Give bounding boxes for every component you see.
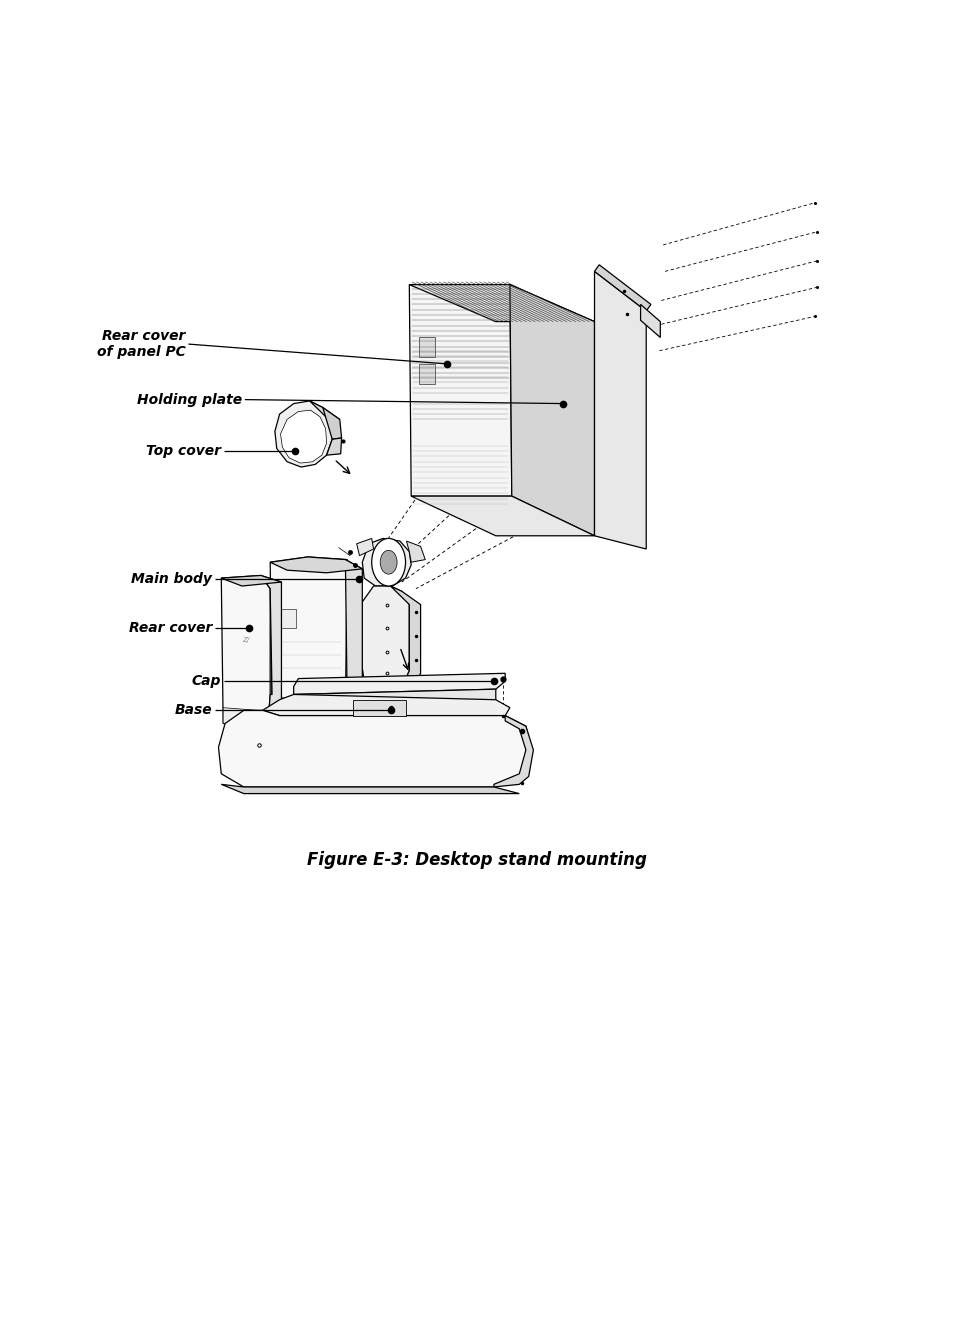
Circle shape <box>372 538 405 587</box>
Polygon shape <box>356 538 374 556</box>
Polygon shape <box>294 689 496 705</box>
Polygon shape <box>411 496 594 536</box>
Polygon shape <box>406 541 425 562</box>
Polygon shape <box>322 407 341 440</box>
Polygon shape <box>221 784 518 794</box>
Polygon shape <box>270 557 362 573</box>
Text: Figure E-3: Desktop stand mounting: Figure E-3: Desktop stand mounting <box>307 851 646 868</box>
Polygon shape <box>326 438 341 456</box>
Polygon shape <box>280 608 296 628</box>
Polygon shape <box>280 410 326 464</box>
Polygon shape <box>218 711 531 787</box>
Text: Rear cover
of panel PC: Rear cover of panel PC <box>96 329 186 359</box>
Text: Base: Base <box>174 703 212 717</box>
Polygon shape <box>409 285 511 496</box>
Circle shape <box>379 550 396 574</box>
Text: Z/: Z/ <box>242 636 249 643</box>
Polygon shape <box>594 271 645 549</box>
Polygon shape <box>260 576 281 728</box>
Polygon shape <box>639 305 659 338</box>
Text: Main body: Main body <box>131 572 212 587</box>
Polygon shape <box>494 716 533 787</box>
Polygon shape <box>272 697 345 708</box>
Polygon shape <box>362 587 409 689</box>
Polygon shape <box>594 265 650 311</box>
Polygon shape <box>345 560 362 719</box>
Polygon shape <box>221 576 270 727</box>
Polygon shape <box>418 363 435 383</box>
Text: Cap: Cap <box>192 675 221 688</box>
Text: Top cover: Top cover <box>146 444 221 458</box>
Polygon shape <box>353 700 406 716</box>
Polygon shape <box>274 401 332 468</box>
Polygon shape <box>418 338 435 357</box>
Polygon shape <box>270 557 347 711</box>
Text: Rear cover: Rear cover <box>129 621 212 636</box>
Polygon shape <box>310 401 339 422</box>
Polygon shape <box>362 538 411 587</box>
Polygon shape <box>509 285 594 536</box>
Polygon shape <box>223 708 256 727</box>
Polygon shape <box>409 285 594 322</box>
Polygon shape <box>221 576 281 587</box>
Text: Holding plate: Holding plate <box>136 393 242 406</box>
Polygon shape <box>262 695 509 716</box>
Polygon shape <box>294 673 505 695</box>
Polygon shape <box>390 587 420 687</box>
